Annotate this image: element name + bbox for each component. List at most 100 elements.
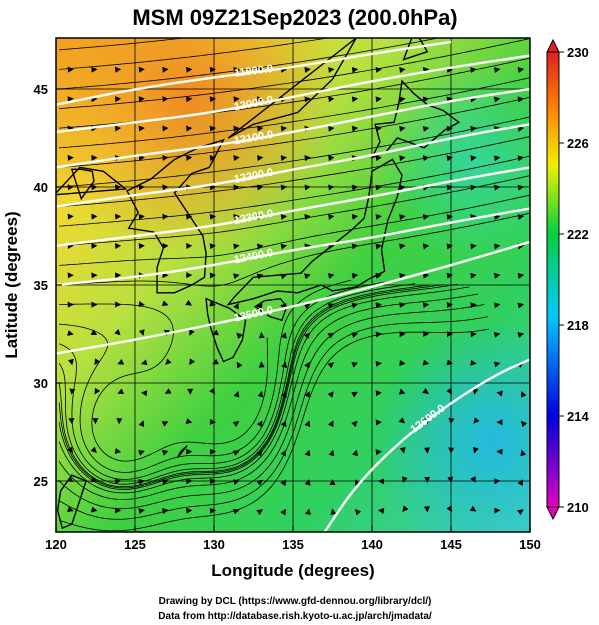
flow-arrow [422, 125, 430, 132]
flow-arrow [138, 450, 145, 456]
flow-arrow [352, 449, 358, 457]
flow-arrow [351, 184, 359, 191]
flow-arrow [68, 417, 75, 425]
flow-arrow [520, 420, 528, 428]
flow-arrow [399, 447, 406, 454]
flow-arrow [493, 243, 501, 250]
flow-arrow [91, 272, 98, 279]
flow-arrow [517, 509, 524, 516]
flow-arrow [375, 302, 382, 309]
flow-arrow [493, 184, 501, 191]
flow-arrow [328, 449, 335, 457]
flow-arrow [473, 417, 480, 424]
flow-arrow [328, 184, 335, 191]
x-axis-label: Longitude (degrees) [211, 561, 374, 580]
flow-arrow [186, 507, 193, 514]
flow-arrow [138, 125, 145, 132]
flow-arrow [67, 96, 74, 103]
flow-arrow [304, 273, 311, 280]
flow-arrow [398, 417, 406, 424]
flow-arrow [517, 125, 525, 132]
flow-arrow [186, 66, 193, 73]
colorbar-tick-label: 218 [567, 318, 589, 333]
flow-arrow [303, 332, 311, 339]
flow-arrow [446, 184, 453, 191]
coastline [56, 474, 87, 530]
flow-arrow [375, 449, 382, 456]
flow-arrow [140, 390, 148, 397]
flow-arrow [165, 358, 172, 365]
flow-arrow [138, 329, 145, 336]
flow-arrow [162, 96, 169, 103]
flow-arrow [375, 184, 382, 191]
flow-arrow [186, 448, 193, 455]
contour-label: 11900.0 [233, 63, 273, 80]
flow-arrow [496, 419, 503, 426]
flow-arrow [115, 272, 122, 279]
flow-arrow [422, 155, 430, 162]
flow-arrow [67, 330, 74, 336]
streamline [59, 280, 397, 480]
flow-arrow [304, 66, 311, 73]
flow-arrow [189, 329, 195, 336]
flow-arrow [236, 361, 243, 369]
flow-arrow [494, 507, 501, 514]
streamline [58, 283, 415, 485]
flow-arrow [351, 332, 359, 339]
flow-arrow [258, 361, 265, 368]
flow-arrow [233, 96, 240, 103]
flow-arrow [423, 330, 430, 337]
contour-line [56, 54, 530, 134]
flow-arrow [186, 272, 193, 279]
flow-arrow [162, 125, 169, 132]
y-tick-label: 30 [34, 376, 48, 391]
contour-line [56, 123, 530, 208]
streamline [59, 77, 530, 149]
streamline [59, 38, 188, 51]
flow-arrow [402, 505, 409, 512]
flow-arrow [91, 301, 98, 308]
flow-arrow [422, 359, 430, 366]
flow-arrow [375, 419, 382, 426]
streamline [58, 284, 444, 489]
colorbar-tick-label: 214 [567, 409, 589, 424]
flow-arrow [209, 272, 216, 279]
flow-arrow [209, 96, 216, 103]
flow-arrow [351, 66, 359, 73]
streamline [59, 38, 530, 109]
flow-arrow [470, 125, 477, 132]
flow-arrow [327, 303, 335, 309]
y-tick-label: 40 [34, 180, 48, 195]
flow-arrow [115, 301, 122, 308]
flow-arrow [114, 66, 122, 73]
flow-arrow [328, 213, 335, 220]
coastline [56, 166, 128, 196]
flow-arrow [162, 478, 169, 485]
flow-arrow [446, 155, 453, 162]
flow-arrow [140, 359, 148, 366]
flow-arrow [493, 96, 501, 103]
flow-arrow [209, 66, 216, 73]
flow-arrow [448, 417, 455, 425]
flow-arrow [138, 243, 145, 250]
flow-arrow [257, 125, 264, 132]
plot-area: 11900.012000.012100.012200.012300.012400… [56, 38, 530, 532]
flow-arrow [470, 272, 477, 279]
flow-arrow [186, 96, 193, 103]
flow-arrow [114, 125, 122, 132]
flow-arrow [493, 331, 501, 338]
flow-arrow [281, 361, 288, 368]
flow-arrow [493, 302, 501, 309]
streamline [59, 303, 269, 462]
flow-arrow [187, 388, 194, 395]
flow-arrow [375, 331, 382, 338]
streamline [59, 96, 530, 168]
flow-arrow [446, 272, 453, 279]
flow-arrow [257, 390, 264, 398]
streamline [58, 283, 458, 490]
x-tick-label: 120 [45, 537, 67, 552]
flow-arrow [209, 155, 216, 161]
flow-arrow [162, 154, 169, 161]
x-tick-label: 150 [519, 537, 541, 552]
